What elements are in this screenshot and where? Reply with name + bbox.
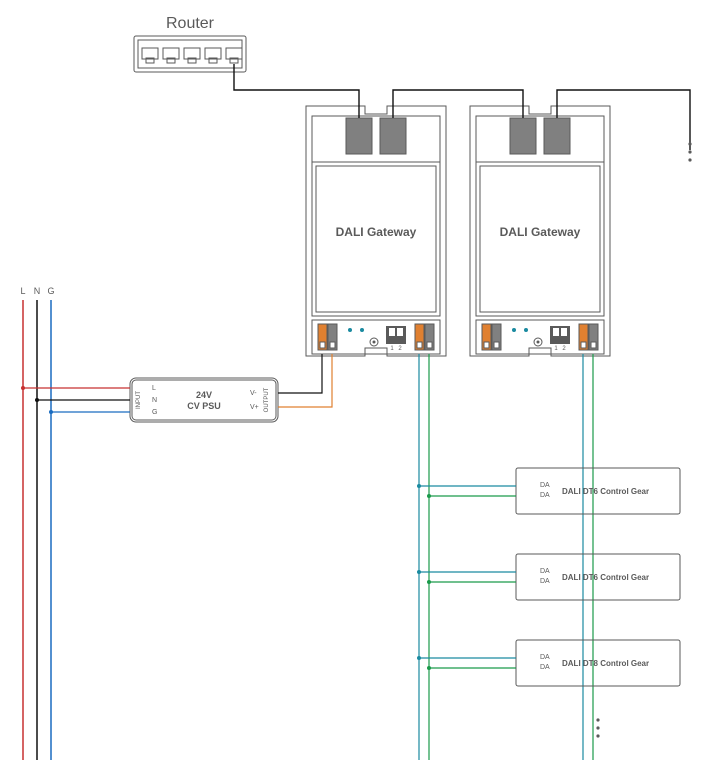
ellipsis-icon [596, 718, 599, 737]
svg-text:2: 2 [562, 346, 566, 352]
dali-gateway: DALI Gateway 12 [470, 106, 610, 356]
ellipsis-icon [688, 142, 691, 161]
router-port [163, 48, 179, 63]
router-label: Router [166, 15, 215, 32]
ethernet-port [510, 118, 536, 154]
router-port [205, 48, 221, 63]
svg-text:DA: DA [540, 664, 550, 671]
ethernet-port [380, 118, 406, 154]
ethernet-port [544, 118, 570, 154]
router: Router [134, 15, 246, 72]
svg-text:G: G [152, 409, 157, 416]
svg-text:L: L [152, 385, 156, 392]
router-port [184, 48, 200, 63]
control-gear: DA DA DALI DT6 Control Gear [417, 468, 680, 514]
psu-voltage: 24V [196, 390, 212, 400]
svg-text:DA: DA [540, 492, 550, 499]
svg-text:2: 2 [398, 346, 402, 352]
svg-text:DA: DA [540, 578, 550, 585]
gateway-label: DALI Gateway [336, 225, 417, 239]
svg-text:DA: DA [540, 568, 550, 575]
svg-text:N: N [152, 397, 157, 404]
gear-label: DALI DT8 Control Gear [562, 659, 649, 668]
svg-text:1: 1 [390, 346, 394, 352]
ethernet-port [346, 118, 372, 154]
svg-text:V+: V+ [250, 404, 259, 411]
gateway-label: DALI Gateway [500, 225, 581, 239]
psu-input-label: INPUT [136, 391, 142, 409]
svg-text:1: 1 [554, 346, 558, 352]
gear-label: DALI DT6 Control Gear [562, 487, 649, 496]
svg-text:DA: DA [540, 654, 550, 661]
dali-gateway: DALI Gateway 12 [306, 106, 446, 356]
psu-type: CV PSU [187, 401, 221, 411]
mains-label-L: L [20, 286, 25, 296]
mains-label-N: N [34, 286, 41, 296]
gear-label: DALI DT6 Control Gear [562, 573, 649, 582]
control-gear: DA DA DALI DT8 Control Gear [417, 640, 680, 686]
psu-output-label: OUTPUT [264, 387, 270, 412]
psu: INPUT OUTPUT LNG V- V+ 24VCV PSU [130, 378, 278, 422]
svg-text:V-: V- [250, 390, 257, 397]
router-port [142, 48, 158, 63]
control-gear: DA DA DALI DT6 Control Gear [417, 554, 680, 600]
router-port [226, 48, 242, 63]
wires [21, 64, 690, 760]
svg-text:DA: DA [540, 482, 550, 489]
mains-label-G: G [47, 286, 54, 296]
mains-lines: LNG [20, 286, 54, 760]
